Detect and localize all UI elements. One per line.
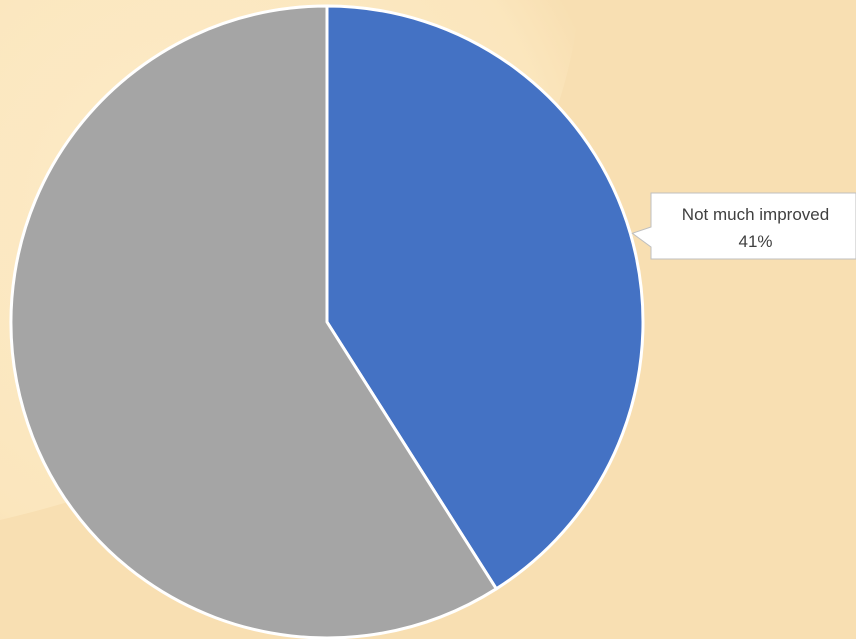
- pie-slice-1: [9, 4, 498, 639]
- pie-slice-0: [325, 4, 645, 591]
- pie-labels: Not much improved 41%: [631, 192, 856, 260]
- data-label-callout: [631, 192, 856, 260]
- slice-category-label: Not much improved: [682, 205, 829, 224]
- pie-slices: [9, 4, 645, 639]
- slice-value-label: 41%: [738, 232, 772, 251]
